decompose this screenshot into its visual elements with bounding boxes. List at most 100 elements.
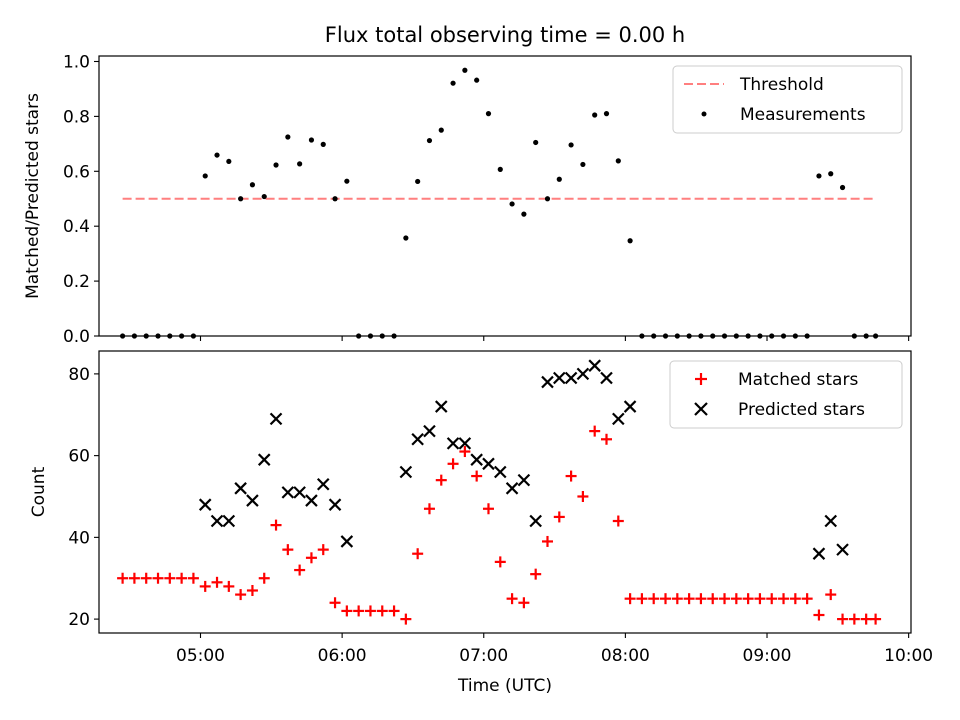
measurement-point	[285, 134, 291, 140]
measurement-point	[261, 193, 267, 200]
matched-star-point	[506, 593, 518, 605]
matched-star-point	[388, 605, 400, 617]
x-tick-label: 08:00	[601, 646, 650, 666]
x-tick-label: 05:00	[176, 646, 225, 666]
predicted-star-point	[505, 482, 519, 495]
matched-star-point	[258, 572, 270, 584]
upper-y-tick-label: 0.0	[63, 327, 90, 347]
predicted-star-point	[517, 473, 531, 487]
matched-star-point	[482, 503, 494, 515]
predicted-star-point	[564, 371, 578, 385]
predicted-star-point	[824, 514, 838, 528]
measurement-point	[202, 173, 208, 179]
matched-star-point	[518, 597, 530, 609]
matched-star-point	[624, 593, 636, 605]
matched-star-point	[553, 511, 565, 523]
matched-star-point	[152, 572, 164, 584]
measurement-point	[426, 137, 433, 144]
matched-star-point	[235, 589, 247, 601]
measurement-point	[497, 166, 503, 172]
predicted-star-point	[316, 477, 330, 491]
matched-star-point	[754, 593, 766, 605]
measurements-legend-label: Measurements	[740, 105, 866, 125]
measurement-point	[533, 139, 539, 146]
measurement-point	[839, 184, 846, 191]
x-tick-label: 09:00	[743, 646, 792, 666]
matched-star-point	[671, 593, 683, 605]
matched-star-point	[813, 609, 825, 621]
measurement-point	[214, 152, 220, 158]
matched-star-point	[140, 572, 152, 584]
matched-star-point	[778, 593, 790, 605]
matched-star-point	[176, 572, 188, 584]
predicted-star-point	[494, 465, 507, 479]
matched-star-point	[870, 613, 882, 625]
matched-star-point	[601, 433, 612, 445]
measurement-point	[450, 80, 456, 86]
matched-star-point	[730, 593, 742, 605]
matched-star-point	[270, 519, 282, 531]
predicted-stars-legend-label: Predicted stars	[738, 400, 865, 420]
measurement-point	[332, 196, 338, 202]
matched-star-point	[471, 470, 483, 482]
predicted-star-point	[553, 371, 566, 385]
upper-y-tick-label: 0.8	[63, 107, 90, 127]
matched-star-point	[860, 613, 872, 625]
upper-legend-box	[672, 65, 903, 134]
matched-star-point	[837, 613, 849, 625]
predicted-star-point	[529, 514, 542, 528]
x-axis-label: Time (UTC)	[457, 676, 552, 696]
measurement-point	[320, 141, 326, 147]
measurement-point	[509, 201, 515, 207]
predicted-star-point	[423, 424, 436, 438]
lower-y-tick-label: 80	[68, 365, 90, 385]
lower-axes-frame	[98, 350, 912, 634]
predicted-star-point	[600, 371, 613, 385]
measurement-point	[238, 196, 244, 202]
matched-star-point	[223, 580, 235, 592]
matched-star-point	[565, 470, 577, 482]
matched-star-point	[683, 593, 695, 605]
predicted-star-point	[434, 400, 448, 413]
predicted-star-point	[222, 514, 236, 528]
matched-star-point	[246, 584, 258, 596]
predicted-star-point	[210, 514, 224, 528]
matched-star-point	[412, 548, 424, 560]
chart-title: Flux total observing time = 0.00 h	[325, 23, 685, 47]
lower-legend-box	[669, 360, 903, 429]
predicted-star-point	[576, 367, 590, 381]
measurement-point	[462, 67, 468, 73]
matched-star-point	[447, 458, 459, 470]
matched-star-point	[435, 474, 447, 486]
predicted-star-point	[446, 437, 460, 450]
lower-y-tick-label: 60	[68, 447, 90, 467]
measurement-point	[816, 173, 822, 179]
matched-stars-legend-label: Matched stars	[738, 370, 858, 390]
lower-legend: Matched stars Predicted stars	[669, 360, 903, 429]
measurement-point	[273, 162, 279, 168]
measurement-point	[828, 171, 834, 177]
upper-y-tick-label: 0.2	[63, 272, 90, 292]
predicted-star-point	[470, 453, 483, 466]
matched-star-point	[648, 593, 660, 605]
predicted-star-point	[812, 547, 826, 560]
matched-star-point	[400, 613, 412, 625]
measurement-point	[568, 142, 574, 148]
measurement-point	[603, 111, 610, 117]
measurement-point	[521, 211, 527, 217]
predicted-star-point	[458, 437, 472, 450]
matched-star-point	[494, 556, 506, 568]
lower-ticks: 05:00 06:00 07:00 08:00 09:00 10:00 20 40 60 80	[68, 365, 933, 666]
matched-star-point	[364, 605, 376, 617]
lower-y-axis-label: Count	[29, 466, 49, 517]
predicted-stars-legend-swatch	[694, 402, 708, 416]
matched-star-point	[707, 593, 719, 605]
measurement-point	[627, 238, 633, 244]
upper-ticks: 0.0 0.2 0.4 0.6 0.8 1.0	[63, 52, 910, 347]
matched-star-point	[187, 572, 199, 584]
measurement-point	[485, 111, 492, 117]
predicted-star-point	[246, 494, 259, 507]
matched-star-point	[305, 552, 317, 564]
upper-y-axis-label: Matched/Predicted stars	[23, 93, 43, 299]
